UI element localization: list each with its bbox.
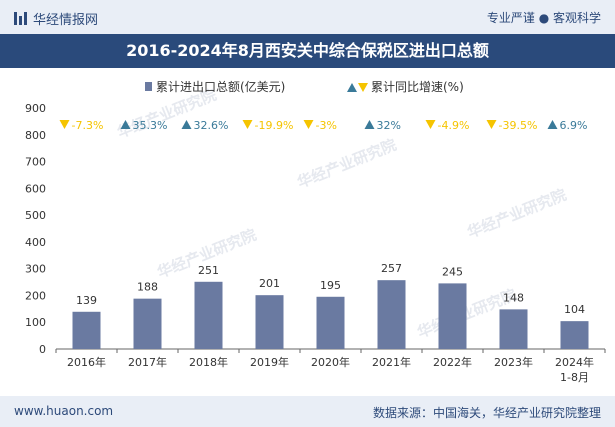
y-tick-label-9: 900 <box>25 102 46 115</box>
y-tick-label-5: 500 <box>25 209 46 222</box>
x-tick-label-5: 2021年 <box>372 355 411 369</box>
growth-down-icon-3 <box>242 120 253 129</box>
watermark-3: 华经产业研究院 <box>465 186 569 242</box>
growth-label-2: 32.6% <box>194 119 229 132</box>
growth-up-icon-5 <box>364 120 375 129</box>
footer-source: 数据来源：中国海关，华经产业研究院整理 <box>372 406 601 420</box>
bar-value-label-6: 245 <box>442 265 463 278</box>
legend-down-triangle <box>358 83 368 92</box>
y-tick-label-7: 700 <box>25 156 46 169</box>
growth-down-icon-6 <box>425 120 436 129</box>
legend-bar-label: 累计进出口总额(亿美元) <box>156 79 285 94</box>
growth-label-8: 6.9% <box>560 119 588 132</box>
bar-value-label-8: 104 <box>564 303 585 316</box>
bar-value-label-1: 188 <box>137 281 158 294</box>
brand: 华经情报网 <box>14 9 98 28</box>
y-tick-label-2: 200 <box>25 289 46 302</box>
bar-3 <box>255 295 284 349</box>
watermark-0: 华经产业研究院 <box>115 86 219 142</box>
footer: www.huaon.com 数据来源：中国海关，华经产业研究院整理 <box>0 396 615 427</box>
growth-down-icon-4 <box>303 120 314 129</box>
bar-2 <box>194 281 223 349</box>
growth-label-3: -19.9% <box>255 119 294 132</box>
y-tick-label-0: 0 <box>39 343 46 356</box>
brand-name: 华经情报网 <box>33 13 99 28</box>
growth-up-icon-1 <box>120 120 131 129</box>
x-tick-label-4: 2020年 <box>311 355 350 369</box>
x-tick-label-7: 2023年 <box>494 355 533 369</box>
bar-value-label-7: 148 <box>503 291 524 304</box>
y-tick-label-6: 600 <box>25 182 46 195</box>
x-tick-label-6: 2022年 <box>433 355 472 369</box>
slogan: 专业严谨 ● 客观科学 <box>486 11 601 25</box>
bar-1 <box>133 298 162 349</box>
top-banner: 华经情报网 专业严谨 ● 客观科学 <box>0 0 615 34</box>
y-tick-label-1: 100 <box>25 316 46 329</box>
y-tick-label-4: 400 <box>25 236 46 249</box>
bar-4 <box>316 296 345 349</box>
legend-bar-swatch <box>145 82 152 91</box>
bar-8 <box>560 321 589 349</box>
brand-logo-icon <box>14 12 27 25</box>
bar-value-label-5: 257 <box>381 262 402 275</box>
footer-site: www.huaon.com <box>14 404 114 418</box>
x-tick-label-0: 2016年 <box>67 355 106 369</box>
y-tick-label-3: 300 <box>25 263 46 276</box>
legend-up-triangle <box>347 83 357 92</box>
x-tick-label-3: 2019年 <box>250 355 289 369</box>
legend-growth-label: 累计同比增速(%) <box>371 80 464 94</box>
x-tick-label-8-line1: 1-8月 <box>560 371 589 384</box>
bar-value-label-4: 195 <box>320 279 341 292</box>
growth-down-icon-7 <box>486 120 497 129</box>
x-tick-label-1: 2017年 <box>128 355 167 369</box>
bar-5 <box>377 280 406 349</box>
growth-label-5: 32% <box>377 119 401 132</box>
chart: 华经产业研究院华经产业研究院华经产业研究院华经产业研究院华经产业研究院累计进出口… <box>25 79 606 384</box>
bar-value-label-0: 139 <box>76 294 97 307</box>
watermark-1: 华经产业研究院 <box>295 136 399 192</box>
growth-label-7: -39.5% <box>499 119 538 132</box>
chart-title: 2016-2024年8月西安关中综合保税区进出口总额 <box>0 34 615 68</box>
growth-label-4: -3% <box>316 119 337 132</box>
bar-value-label-3: 201 <box>259 277 280 290</box>
x-tick-label-8: 2024年 <box>555 355 594 369</box>
bar-0 <box>72 311 101 349</box>
growth-up-icon-2 <box>181 120 192 129</box>
growth-up-icon-8 <box>547 120 558 129</box>
growth-label-1: 35.3% <box>133 119 168 132</box>
growth-label-6: -4.9% <box>438 119 470 132</box>
bar-7 <box>499 309 528 349</box>
growth-down-icon-0 <box>59 120 70 129</box>
bar-6 <box>438 283 467 349</box>
x-tick-label-2: 2018年 <box>189 355 228 369</box>
bar-value-label-2: 251 <box>198 264 219 277</box>
y-tick-label-8: 800 <box>25 129 46 142</box>
growth-label-0: -7.3% <box>72 119 104 132</box>
